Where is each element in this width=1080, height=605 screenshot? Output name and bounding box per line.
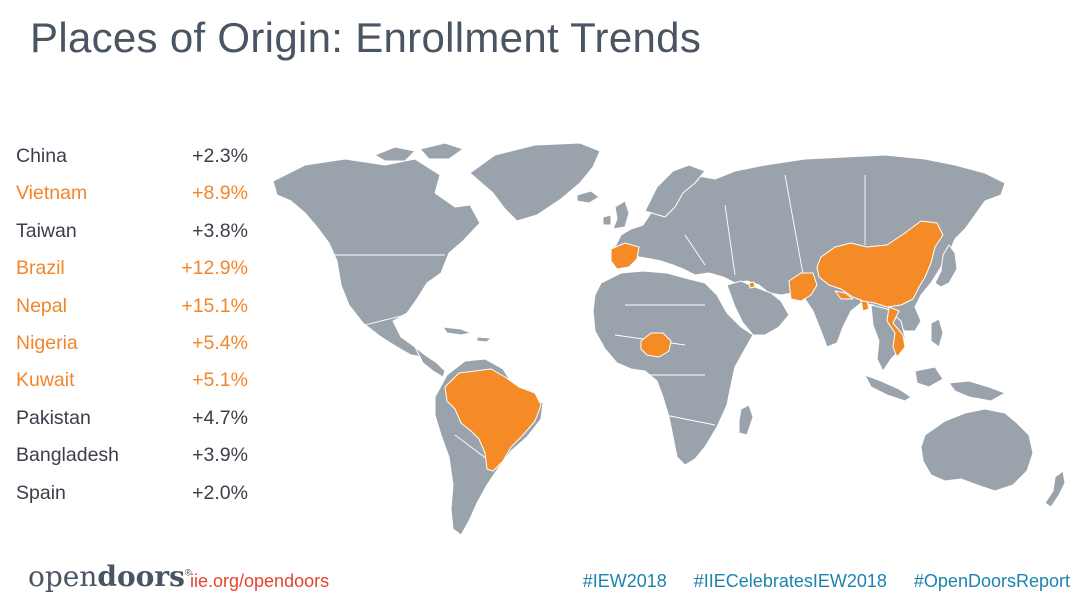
country-shape-bangladesh	[860, 300, 870, 312]
country-shape-vietnam	[886, 306, 906, 358]
world-map	[272, 142, 1066, 536]
enrollment-change: +8.9%	[192, 182, 248, 205]
new-zealand	[1044, 470, 1066, 508]
logo-text-bold: doors	[97, 560, 185, 593]
enrollment-change: +4.7%	[192, 406, 248, 429]
hashtag-list: #IEW2018 #IIECelebratesIEW2018 #OpenDoor…	[569, 571, 1070, 592]
central-america-landmass	[414, 346, 446, 378]
country-row: Vietnam +8.9%	[16, 177, 256, 214]
country-shape-nigeria	[640, 332, 672, 358]
arctic-islands	[374, 142, 464, 162]
country-name: Taiwan	[16, 219, 77, 242]
page-title: Places of Origin: Enrollment Trends	[30, 14, 702, 61]
enrollment-change: +12.9%	[181, 257, 248, 280]
japan	[934, 244, 958, 288]
enrollment-change: +15.1%	[181, 294, 248, 317]
country-name: Spain	[16, 481, 66, 504]
country-row: Kuwait +5.1%	[16, 364, 256, 401]
country-list: China +2.3% Vietnam +8.9% Taiwan +3.8% Braz…	[16, 140, 256, 514]
country-name: Bangladesh	[16, 444, 120, 467]
country-shape-china	[816, 220, 944, 308]
registered-mark: ®	[184, 567, 192, 578]
country-row: Pakistan +4.7%	[16, 402, 256, 439]
enrollment-change: +2.0%	[192, 481, 248, 504]
country-row: Taiwan +3.8%	[16, 215, 256, 252]
australia-landmass	[920, 408, 1034, 492]
enrollment-change: +5.4%	[192, 331, 248, 354]
country-shape-kuwait	[748, 281, 756, 289]
country-shape-nepal	[834, 290, 854, 300]
country-name: Pakistan	[16, 406, 91, 429]
enrollment-change: +3.8%	[192, 219, 248, 242]
country-name: China	[16, 145, 67, 167]
country-row: China +2.3%	[16, 140, 256, 177]
caribbean-islands	[442, 326, 492, 343]
enrollment-change: +3.9%	[192, 444, 248, 467]
philippines	[930, 318, 944, 348]
madagascar	[738, 404, 754, 436]
enrollment-change: +2.3%	[192, 145, 248, 167]
africa-landmass	[592, 270, 754, 466]
country-name: Brazil	[16, 257, 65, 280]
country-row: Nepal +15.1%	[16, 290, 256, 327]
country-shape-spain	[610, 242, 640, 270]
enrollment-change: +5.1%	[192, 369, 248, 392]
indonesia	[864, 366, 1006, 402]
north-america-landmass	[272, 158, 481, 358]
country-row: Bangladesh +3.9%	[16, 439, 256, 476]
country-shape-brazil	[444, 368, 542, 472]
hashtag-opendoorsreport[interactable]: #OpenDoorsReport	[913, 571, 1070, 591]
british-isles	[602, 200, 630, 230]
country-name: Nigeria	[16, 331, 78, 354]
country-shape-pakistan	[788, 272, 818, 302]
country-row: Spain +2.0%	[16, 477, 256, 514]
country-name: Kuwait	[16, 369, 75, 392]
country-name: Vietnam	[16, 182, 88, 205]
hashtag-iew2018[interactable]: #IEW2018	[582, 571, 667, 591]
iceland	[576, 190, 600, 204]
logo-text-prefix: open	[28, 560, 98, 593]
hashtag-iiecelebratesiew2018[interactable]: #IIECelebratesIEW2018	[693, 571, 887, 591]
greenland-landmass	[469, 142, 601, 222]
opendoors-logo: opendoors®	[28, 560, 191, 593]
country-row: Brazil +12.9%	[16, 252, 256, 289]
scandinavia	[644, 164, 706, 218]
country-name: Nepal	[16, 294, 67, 317]
country-row: Nigeria +5.4%	[16, 327, 256, 364]
opendoors-link[interactable]: iie.org/opendoors	[190, 571, 330, 591]
